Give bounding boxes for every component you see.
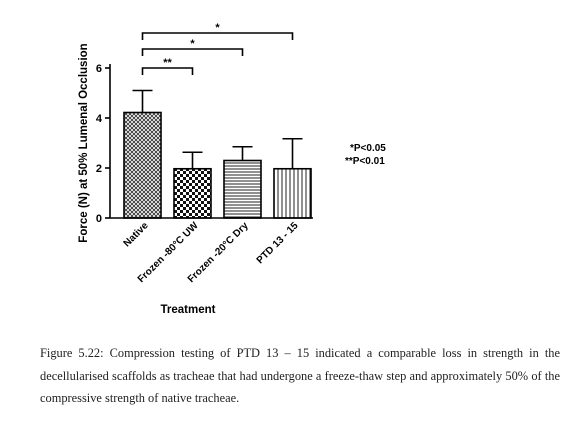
figure-caption: Figure 5.22: Compression testing of PTD … <box>40 346 560 405</box>
significance-label-2: * <box>215 22 220 34</box>
significance-legend-p05: *P<0.05 <box>350 143 386 154</box>
bar-2 <box>223 159 262 219</box>
bar-3 <box>273 167 312 219</box>
y-tick-label: 2 <box>96 163 102 175</box>
significance-legend-p01: **P<0.01 <box>345 156 385 167</box>
x-tick-label-0: Native <box>122 220 151 249</box>
x-tick-label-3: PTD 13 - 15 <box>255 220 301 266</box>
significance-bracket-2 <box>141 32 294 40</box>
y-tick-label: 6 <box>96 63 102 75</box>
x-axis-label: Treatment <box>161 304 216 316</box>
y-tick-label: 0 <box>96 213 102 225</box>
significance-label-0: ** <box>163 57 172 69</box>
significance-bracket-0 <box>141 67 194 75</box>
y-axis-label: Force (N) at 50% Lumenal Occlusion <box>78 43 90 242</box>
y-tick-label: 4 <box>96 113 103 125</box>
significance-bracket-1 <box>141 48 244 56</box>
significance-label-1: * <box>190 38 195 50</box>
bar-1 <box>173 167 212 219</box>
bar-0 <box>123 111 162 219</box>
